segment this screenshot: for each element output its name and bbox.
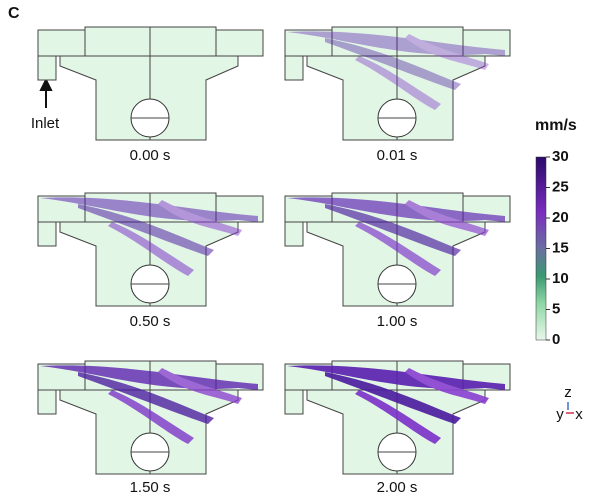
axis-y: y [556, 406, 564, 423]
axis-x: x [575, 406, 583, 423]
colorbar-tick-label: 0 [552, 331, 560, 348]
time-label: 0.01 s [377, 147, 418, 164]
simulation-panel [38, 361, 263, 474]
axis-z: z [564, 384, 572, 401]
colorbar-tick-label: 20 [552, 209, 569, 226]
panel-label: C [8, 5, 20, 22]
time-label: 0.50 s [130, 313, 171, 330]
colorbar-tick-label: 10 [552, 270, 569, 287]
time-label: 1.00 s [377, 313, 418, 330]
time-label: 1.50 s [130, 479, 171, 496]
time-label: 0.00 s [130, 147, 171, 164]
inlet-label: Inlet [31, 115, 60, 132]
simulation-panel [38, 27, 263, 140]
geometry [38, 27, 263, 140]
colorbar-tick-label: 5 [552, 300, 560, 317]
colorbar [536, 157, 546, 340]
simulation-panel [285, 361, 510, 474]
colorbar-unit: mm/s [535, 117, 577, 134]
figure: C Inlet 0.00 s 0.01 s 0.50 s 1.00 s 1.50 s 2.… [0, 0, 590, 496]
colorbar-tick-label: 25 [552, 178, 569, 195]
colorbar-ticks: 0 5 10 15 20 25 30 [546, 148, 569, 348]
colorbar-tick-label: 30 [552, 148, 569, 165]
panels: 0.00 s 0.01 s 0.50 s 1.00 s 1.50 s 2.00 s [38, 27, 510, 496]
simulation-panel [285, 193, 510, 306]
inlet-arrow [41, 80, 51, 108]
colorbar-tick-label: 15 [552, 239, 569, 256]
simulation-panel [38, 193, 263, 306]
simulation-panel [285, 27, 510, 140]
time-label: 2.00 s [377, 479, 418, 496]
